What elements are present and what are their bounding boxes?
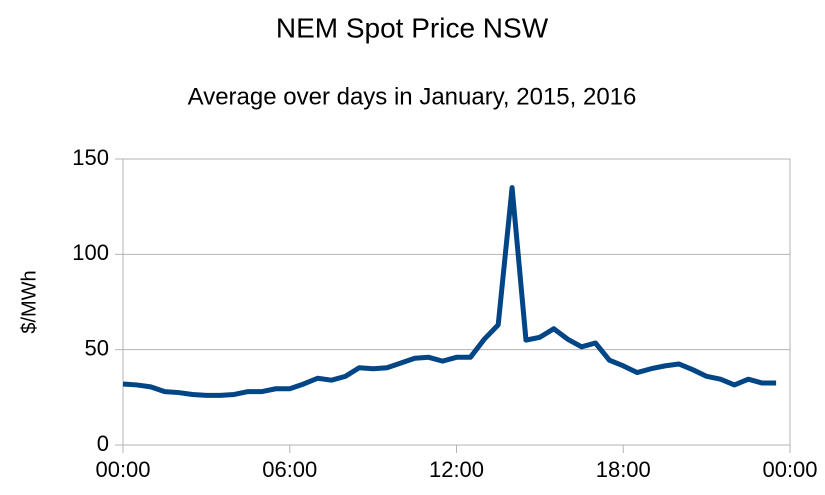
line-series <box>122 185 777 398</box>
x-tick-label: 06:00 <box>262 457 317 482</box>
y-axis-label: $/MWh <box>18 270 40 333</box>
chart-title: NEM Spot Price NSW <box>276 12 549 43</box>
y-tick-label: 100 <box>72 240 109 265</box>
x-tick-label: 12:00 <box>429 457 484 482</box>
x-tick-label: 00:00 <box>95 457 150 482</box>
plot-frame <box>122 158 791 446</box>
y-tick-label: 50 <box>85 335 109 360</box>
x-tick-label: 18:00 <box>596 457 651 482</box>
y-tick-label: 0 <box>97 431 109 456</box>
chart-subtitle: Average over days in January, 2015, 2016 <box>188 83 637 110</box>
y-tick-label: 150 <box>72 145 109 170</box>
x-tick-label: 00:00 <box>762 457 817 482</box>
